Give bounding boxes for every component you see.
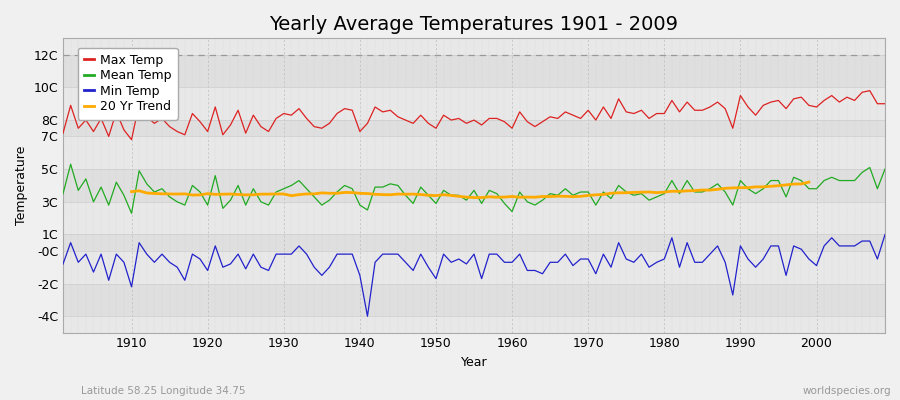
Bar bbox=[63, 136, 885, 169]
X-axis label: Year: Year bbox=[461, 356, 487, 369]
Bar bbox=[63, 202, 885, 234]
Bar bbox=[63, 169, 885, 202]
Title: Yearly Average Temperatures 1901 - 2009: Yearly Average Temperatures 1901 - 2009 bbox=[269, 15, 679, 34]
Legend: Max Temp, Mean Temp, Min Temp, 20 Yr Trend: Max Temp, Mean Temp, Min Temp, 20 Yr Tre… bbox=[77, 48, 178, 120]
Bar bbox=[63, 87, 885, 120]
Text: worldspecies.org: worldspecies.org bbox=[803, 386, 891, 396]
Bar bbox=[63, 251, 885, 284]
Y-axis label: Temperature: Temperature bbox=[15, 146, 28, 225]
Bar bbox=[63, 234, 885, 251]
Bar bbox=[63, 55, 885, 87]
Bar bbox=[63, 284, 885, 316]
Bar bbox=[63, 120, 885, 136]
Bar bbox=[63, 38, 885, 55]
Text: Latitude 58.25 Longitude 34.75: Latitude 58.25 Longitude 34.75 bbox=[81, 386, 246, 396]
Bar bbox=[63, 316, 885, 332]
